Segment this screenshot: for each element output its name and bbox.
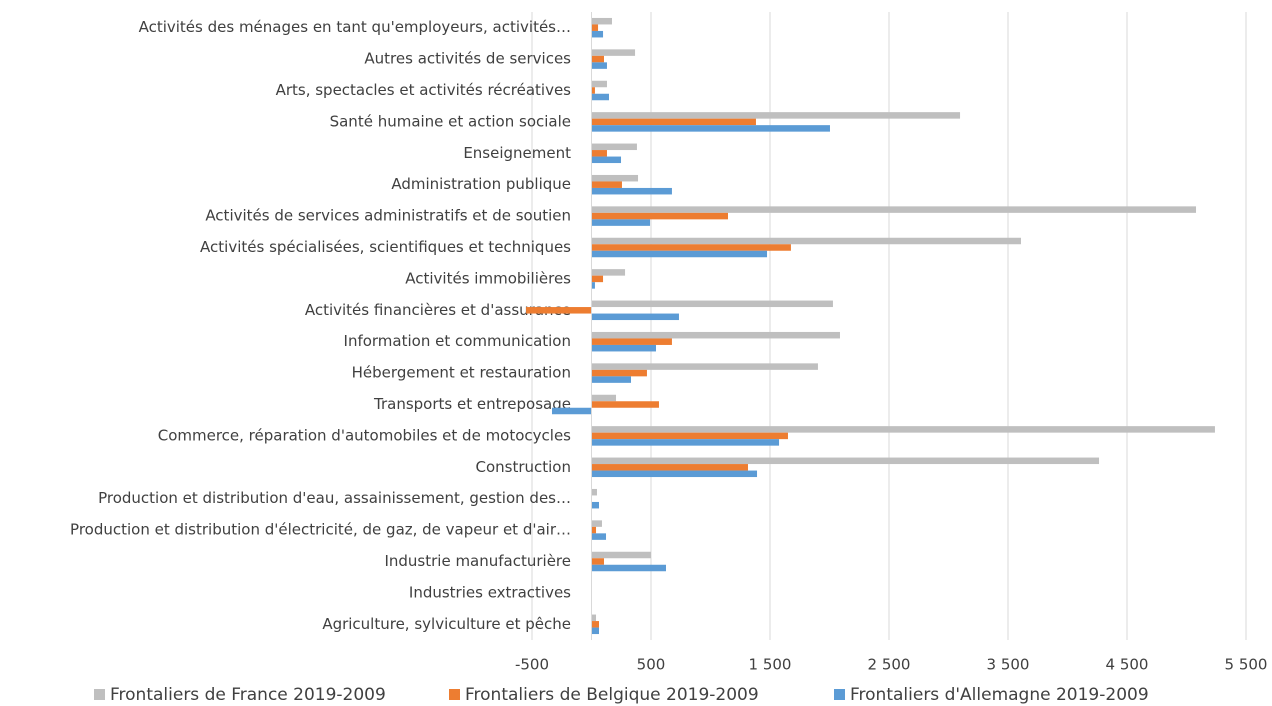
bar [591, 376, 632, 383]
y-tick-label: Hébergement et restauration [352, 364, 571, 382]
bar [591, 150, 607, 157]
bar [591, 520, 602, 527]
bar [591, 621, 599, 628]
bar [591, 394, 617, 402]
bar [591, 187, 672, 195]
y-tick-label: Construction [475, 458, 571, 476]
bar [591, 62, 607, 69]
bar [591, 464, 748, 471]
bar [591, 627, 599, 635]
bar [591, 93, 609, 101]
bar [591, 55, 604, 63]
y-tick-label: Activités des ménages en tant qu'employe… [139, 18, 571, 36]
y-tick-label: Arts, spectacles et activités récréative… [276, 81, 572, 99]
y-tick-label: Administration publique [391, 175, 571, 193]
bar [591, 174, 639, 182]
bar [526, 307, 592, 314]
y-tick-label: Activités de services administratifs et … [205, 207, 571, 225]
bar [591, 614, 597, 622]
x-tick-label: 5 500 [1225, 656, 1268, 674]
bar [591, 143, 637, 151]
bar [591, 275, 604, 283]
bar [591, 250, 768, 258]
bar [591, 87, 595, 94]
bar [591, 17, 612, 25]
y-tick-label: Santé humaine et action sociale [330, 112, 571, 130]
bar [591, 369, 647, 377]
legend-swatch [834, 689, 845, 700]
y-tick-label: Activités financières et d'assurance [305, 301, 571, 319]
bar [591, 269, 626, 276]
x-tick-label: -500 [515, 656, 549, 674]
bar [591, 313, 679, 321]
legend-label: Frontaliers de Belgique 2019-2009 [465, 685, 759, 705]
bar [591, 564, 666, 572]
y-tick-label: Commerce, réparation d'automobiles et de… [158, 426, 571, 444]
bar [591, 488, 597, 496]
bar [591, 181, 622, 188]
bar [591, 49, 636, 56]
y-tick-label: Information et communication [344, 332, 571, 350]
bar [591, 457, 1100, 465]
y-tick-label: Activités immobilières [405, 269, 571, 287]
bar [591, 331, 840, 339]
bar [591, 212, 728, 220]
y-tick-label: Autres activités de services [364, 50, 571, 68]
y-tick-label: Agriculture, sylviculture et pêche [322, 615, 571, 633]
bar [591, 300, 833, 308]
y-tick-label: Production et distribution d'eau, assain… [98, 489, 571, 507]
bar [591, 344, 656, 352]
bar [551, 407, 592, 415]
bar [591, 206, 1197, 213]
bar [591, 526, 597, 534]
bar [591, 282, 595, 289]
legend-swatch [449, 689, 460, 700]
bar [591, 363, 818, 370]
legend-label: Frontaliers d'Allemagne 2019-2009 [850, 685, 1149, 705]
bar [591, 533, 607, 540]
bar [591, 156, 622, 164]
bar [591, 401, 659, 408]
bar [591, 112, 961, 119]
y-tick-label: Transports et entreposage [373, 395, 571, 413]
bar [591, 24, 599, 31]
bar [591, 118, 756, 126]
bar [591, 338, 672, 345]
bar [591, 432, 788, 440]
bar [591, 470, 758, 478]
y-tick-label: Enseignement [463, 144, 571, 162]
legend-swatch [94, 689, 105, 700]
bar [591, 551, 651, 559]
y-tick-label: Production et distribution d'électricité… [70, 521, 571, 539]
bar [591, 30, 604, 38]
x-tick-label: 2 500 [868, 656, 911, 674]
legend-label: Frontaliers de France 2019-2009 [110, 685, 386, 705]
bar [591, 219, 651, 226]
bar [591, 501, 599, 509]
bar [591, 80, 607, 88]
bar [591, 125, 830, 132]
bar [591, 558, 604, 565]
bar [591, 439, 780, 446]
bar [591, 244, 791, 251]
x-tick-label: 500 [637, 656, 666, 674]
y-tick-label: Industries extractives [409, 583, 571, 601]
y-tick-label: Industrie manufacturière [384, 552, 571, 570]
bar [591, 237, 1021, 245]
x-tick-label: 3 500 [987, 656, 1030, 674]
x-tick-label: 4 500 [1106, 656, 1149, 674]
bar [591, 426, 1215, 433]
x-tick-label: 1 500 [749, 656, 792, 674]
y-tick-label: Activités spécialisées, scientifiques et… [200, 238, 571, 256]
